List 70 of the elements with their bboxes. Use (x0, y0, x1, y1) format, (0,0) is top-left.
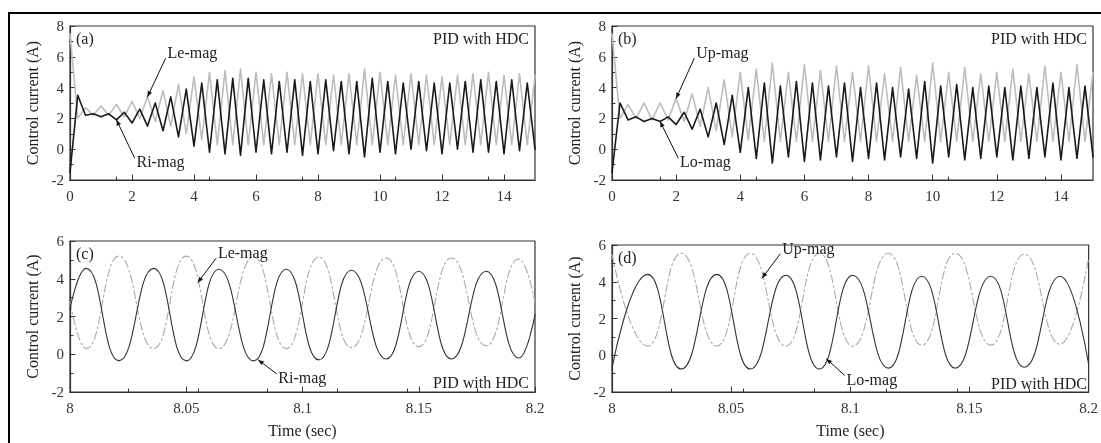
y-tick-label: 6 (56, 233, 65, 249)
y-tick-label: 6 (56, 48, 65, 65)
y-tick-label: 0 (598, 347, 606, 364)
x-tick-label: 8.15 (956, 399, 983, 416)
annotation: (d) (618, 248, 637, 267)
y-tick-label: -2 (593, 384, 606, 400)
x-tick-label: 8.2 (1079, 399, 1098, 416)
x-tick-label: 8 (864, 187, 873, 204)
x-tick-label: 6 (252, 187, 261, 204)
x-tick-label: 14 (1053, 187, 1069, 204)
y-axis-title: Control current (A) (566, 40, 585, 166)
line-series (611, 80, 1094, 174)
x-tick-label: 8 (314, 187, 322, 204)
x-tick-label: 4 (736, 187, 745, 204)
annotation: Up-mag (782, 239, 835, 258)
y-tick-label: 8 (598, 18, 606, 34)
x-tick-label: 8.2 (525, 399, 545, 416)
x-tick-label: 6 (800, 187, 809, 204)
annotation: Ri-mag (278, 369, 327, 388)
x-tick-label: 12 (434, 187, 450, 204)
annotation: PID with HDC (432, 373, 530, 391)
y-tick-label: 2 (56, 110, 64, 127)
annotation: PID with HDC (990, 29, 1088, 47)
x-axis-title: Time (sec) (268, 421, 337, 440)
y-tick-label: 2 (598, 310, 606, 327)
annotation: PID with HDC (432, 29, 530, 47)
y-tick-label: -2 (51, 384, 64, 400)
annotation: Ri-mag (136, 153, 185, 172)
x-tick-label: 10 (372, 187, 388, 204)
x-tick-label: 14 (496, 187, 512, 204)
line-series (69, 77, 536, 174)
y-axis-title: Control current (A) (24, 40, 43, 166)
y-tick-label: 4 (56, 79, 65, 96)
annotation: Le-mag (217, 244, 268, 263)
y-axis-title: Control current (A) (24, 254, 43, 379)
x-tick-label: 2 (672, 187, 680, 204)
annotation: Up-mag (696, 43, 749, 62)
x-tick-label: 8.05 (173, 399, 200, 416)
x-tick-label: 4 (190, 187, 199, 204)
x-tick-label: 10 (925, 187, 941, 204)
annotation: (c) (76, 244, 94, 263)
y-tick-label: 4 (598, 79, 607, 96)
x-tick-label: 8.15 (405, 399, 432, 416)
x-tick-label: 8.1 (840, 399, 860, 416)
x-axis-title: Time (sec) (816, 421, 885, 440)
annotation: Le-mag (167, 43, 218, 62)
y-tick-label: 0 (56, 141, 64, 158)
y-tick-label: 0 (56, 346, 64, 363)
annotation: (a) (76, 29, 94, 48)
annotation: Lo-mag (846, 370, 898, 389)
x-tick-label: 12 (989, 187, 1005, 204)
y-tick-label: 4 (56, 270, 65, 287)
y-tick-label: 2 (598, 110, 606, 127)
y-axis-title: Control current (A) (566, 256, 585, 381)
annotation: Lo-mag (680, 153, 731, 172)
y-tick-label: 6 (598, 237, 607, 253)
y-tick-label: 4 (598, 273, 607, 290)
y-tick-label: 0 (598, 141, 606, 158)
y-tick-label: 2 (56, 308, 64, 325)
x-tick-label: 8.05 (718, 399, 745, 416)
line-series (611, 32, 1094, 143)
y-tick-label: -2 (593, 172, 606, 188)
y-tick-label: 8 (56, 18, 64, 34)
annotation: PID with HDC (990, 374, 1088, 392)
x-tick-label: 2 (128, 187, 136, 204)
x-tick-label: 8.1 (293, 399, 312, 416)
y-tick-label: 6 (598, 48, 607, 65)
line-series (69, 32, 536, 146)
annotation: (b) (618, 29, 637, 48)
y-tick-label: -2 (51, 172, 64, 188)
